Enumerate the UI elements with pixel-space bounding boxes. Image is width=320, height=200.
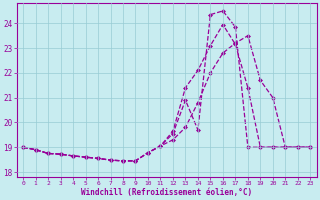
X-axis label: Windchill (Refroidissement éolien,°C): Windchill (Refroidissement éolien,°C)	[81, 188, 252, 197]
